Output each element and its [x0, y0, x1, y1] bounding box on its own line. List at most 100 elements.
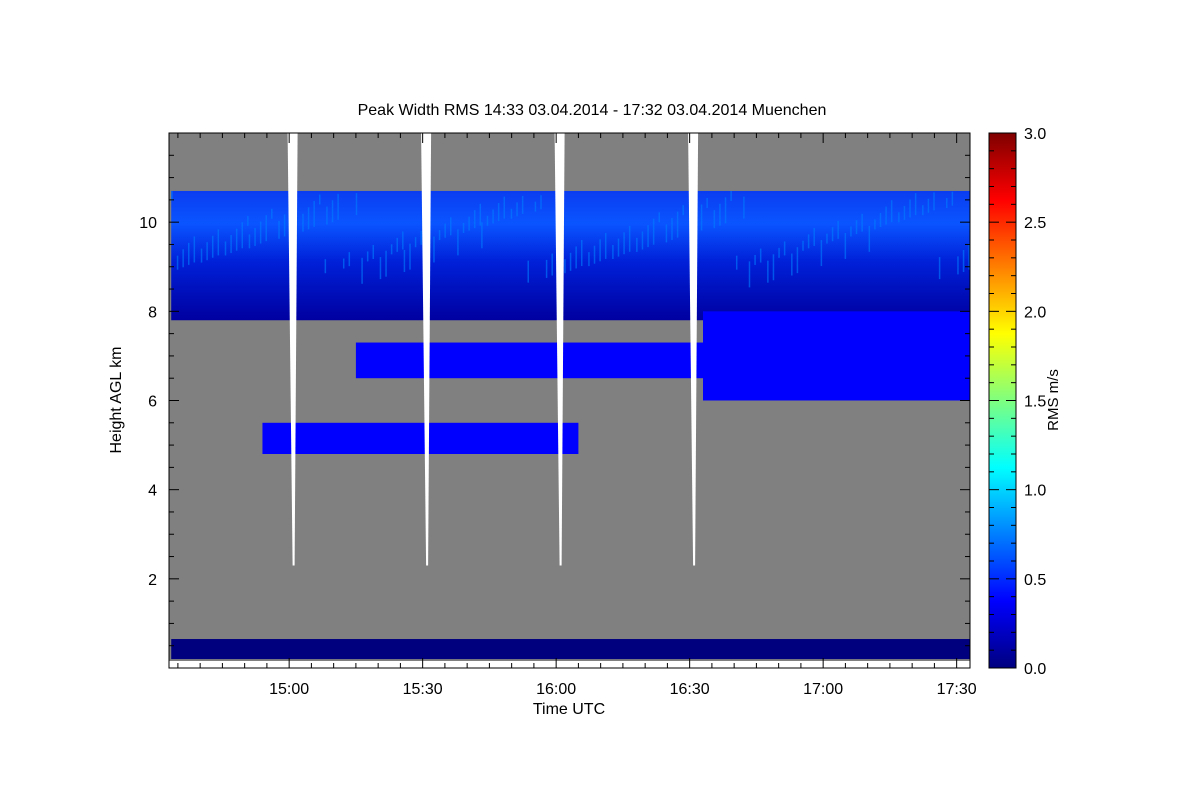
speckle: [342, 258, 345, 269]
chart-title: Peak Width RMS 14:33 03.04.2014 - 17:32 …: [358, 102, 827, 119]
speckle: [211, 235, 214, 258]
speckle: [551, 253, 553, 276]
speckle: [486, 215, 489, 226]
speckle: [914, 193, 917, 216]
speckle: [665, 224, 668, 243]
speckle: [409, 243, 411, 270]
speckle: [318, 194, 321, 205]
speckle: [457, 229, 459, 256]
y-axis: 2 4 6 8 10: [139, 154, 970, 647]
x-tick-label: 15:30: [403, 681, 443, 698]
speckle: [599, 239, 601, 262]
speckle: [837, 220, 839, 239]
speckle: [938, 257, 941, 280]
cloud-layer-4: [262, 422, 579, 454]
speckle: [754, 254, 756, 265]
speckle: [885, 206, 887, 225]
speckle: [861, 213, 863, 232]
speckle: [647, 225, 649, 248]
colorbar-ticks: 0.0 0.5 1.0 1.5 2.0 2.5 3.0: [989, 126, 1046, 678]
speckle: [676, 211, 679, 238]
speckle: [713, 210, 716, 229]
speckle: [826, 233, 828, 244]
data-gap-3: [554, 133, 565, 566]
speckle: [271, 208, 273, 219]
speckle: [735, 255, 738, 270]
speckle: [890, 200, 893, 223]
speckle: [366, 251, 369, 262]
speckle: [302, 213, 304, 232]
speckle: [783, 241, 786, 256]
speckle: [492, 209, 494, 224]
speckle: [968, 243, 970, 270]
x-tick-label: 17:30: [937, 681, 977, 698]
data-gap-2: [421, 133, 432, 566]
speckle: [593, 245, 596, 264]
speckle: [767, 260, 769, 283]
speckle: [641, 231, 644, 250]
speckle: [580, 240, 583, 267]
speckle: [259, 221, 262, 244]
cloud-layers: [171, 190, 970, 660]
speckle: [468, 216, 470, 231]
speckle: [951, 191, 954, 206]
speckle: [224, 241, 227, 256]
speckle: [874, 219, 876, 230]
speckle: [850, 226, 852, 237]
speckle: [235, 228, 238, 251]
speckle: [331, 200, 334, 223]
speckle: [612, 245, 614, 260]
speckle: [628, 225, 631, 252]
y-tick-label: 2: [148, 572, 157, 589]
colorbar-tick-label: 2.5: [1024, 215, 1046, 232]
speckle: [868, 225, 871, 252]
speckle: [569, 252, 572, 271]
speckle: [719, 203, 721, 226]
x-tick-label: 16:00: [536, 681, 576, 698]
speckle: [898, 212, 900, 223]
speckle: [337, 193, 339, 220]
cloud-layer-5: [171, 639, 970, 660]
speckle: [724, 197, 727, 224]
speckle: [778, 247, 780, 258]
x-tick-label: 15:00: [269, 681, 309, 698]
speckle: [588, 252, 590, 267]
speckle: [396, 237, 398, 252]
speckle: [420, 230, 422, 245]
y-tick-label: 8: [148, 304, 157, 321]
speckle: [473, 210, 476, 229]
speckle: [402, 231, 404, 250]
colorbar-label: RMS m/s: [1045, 369, 1062, 431]
speckle: [248, 234, 251, 249]
colorbar-tick-label: 0.0: [1024, 661, 1046, 678]
data-gap-4: [688, 133, 699, 566]
speckle: [946, 198, 948, 209]
speckle: [772, 254, 775, 281]
speckle: [927, 198, 930, 213]
speckle: [813, 227, 815, 246]
speckle: [433, 236, 435, 263]
speckle: [379, 257, 382, 280]
colorbar-tick-label: 2.0: [1024, 304, 1046, 321]
speckle: [564, 259, 566, 274]
speckle: [831, 227, 834, 242]
speckle: [361, 257, 363, 284]
speckle: [748, 261, 751, 288]
speckle: [283, 214, 286, 237]
speckle: [449, 217, 452, 236]
y-tick-label: 4: [148, 483, 157, 500]
speckle: [438, 230, 441, 241]
speckle: [444, 223, 446, 238]
speckle: [909, 199, 911, 218]
speckle: [265, 215, 267, 242]
speckle: [652, 218, 655, 245]
speckle: [326, 206, 328, 225]
speckle: [671, 217, 673, 240]
speckle: [700, 204, 703, 231]
speckle: [479, 203, 482, 226]
speckle: [743, 196, 745, 219]
speckle: [706, 198, 708, 209]
speckle: [497, 203, 500, 222]
x-axis-label: Time UTC: [533, 701, 605, 718]
